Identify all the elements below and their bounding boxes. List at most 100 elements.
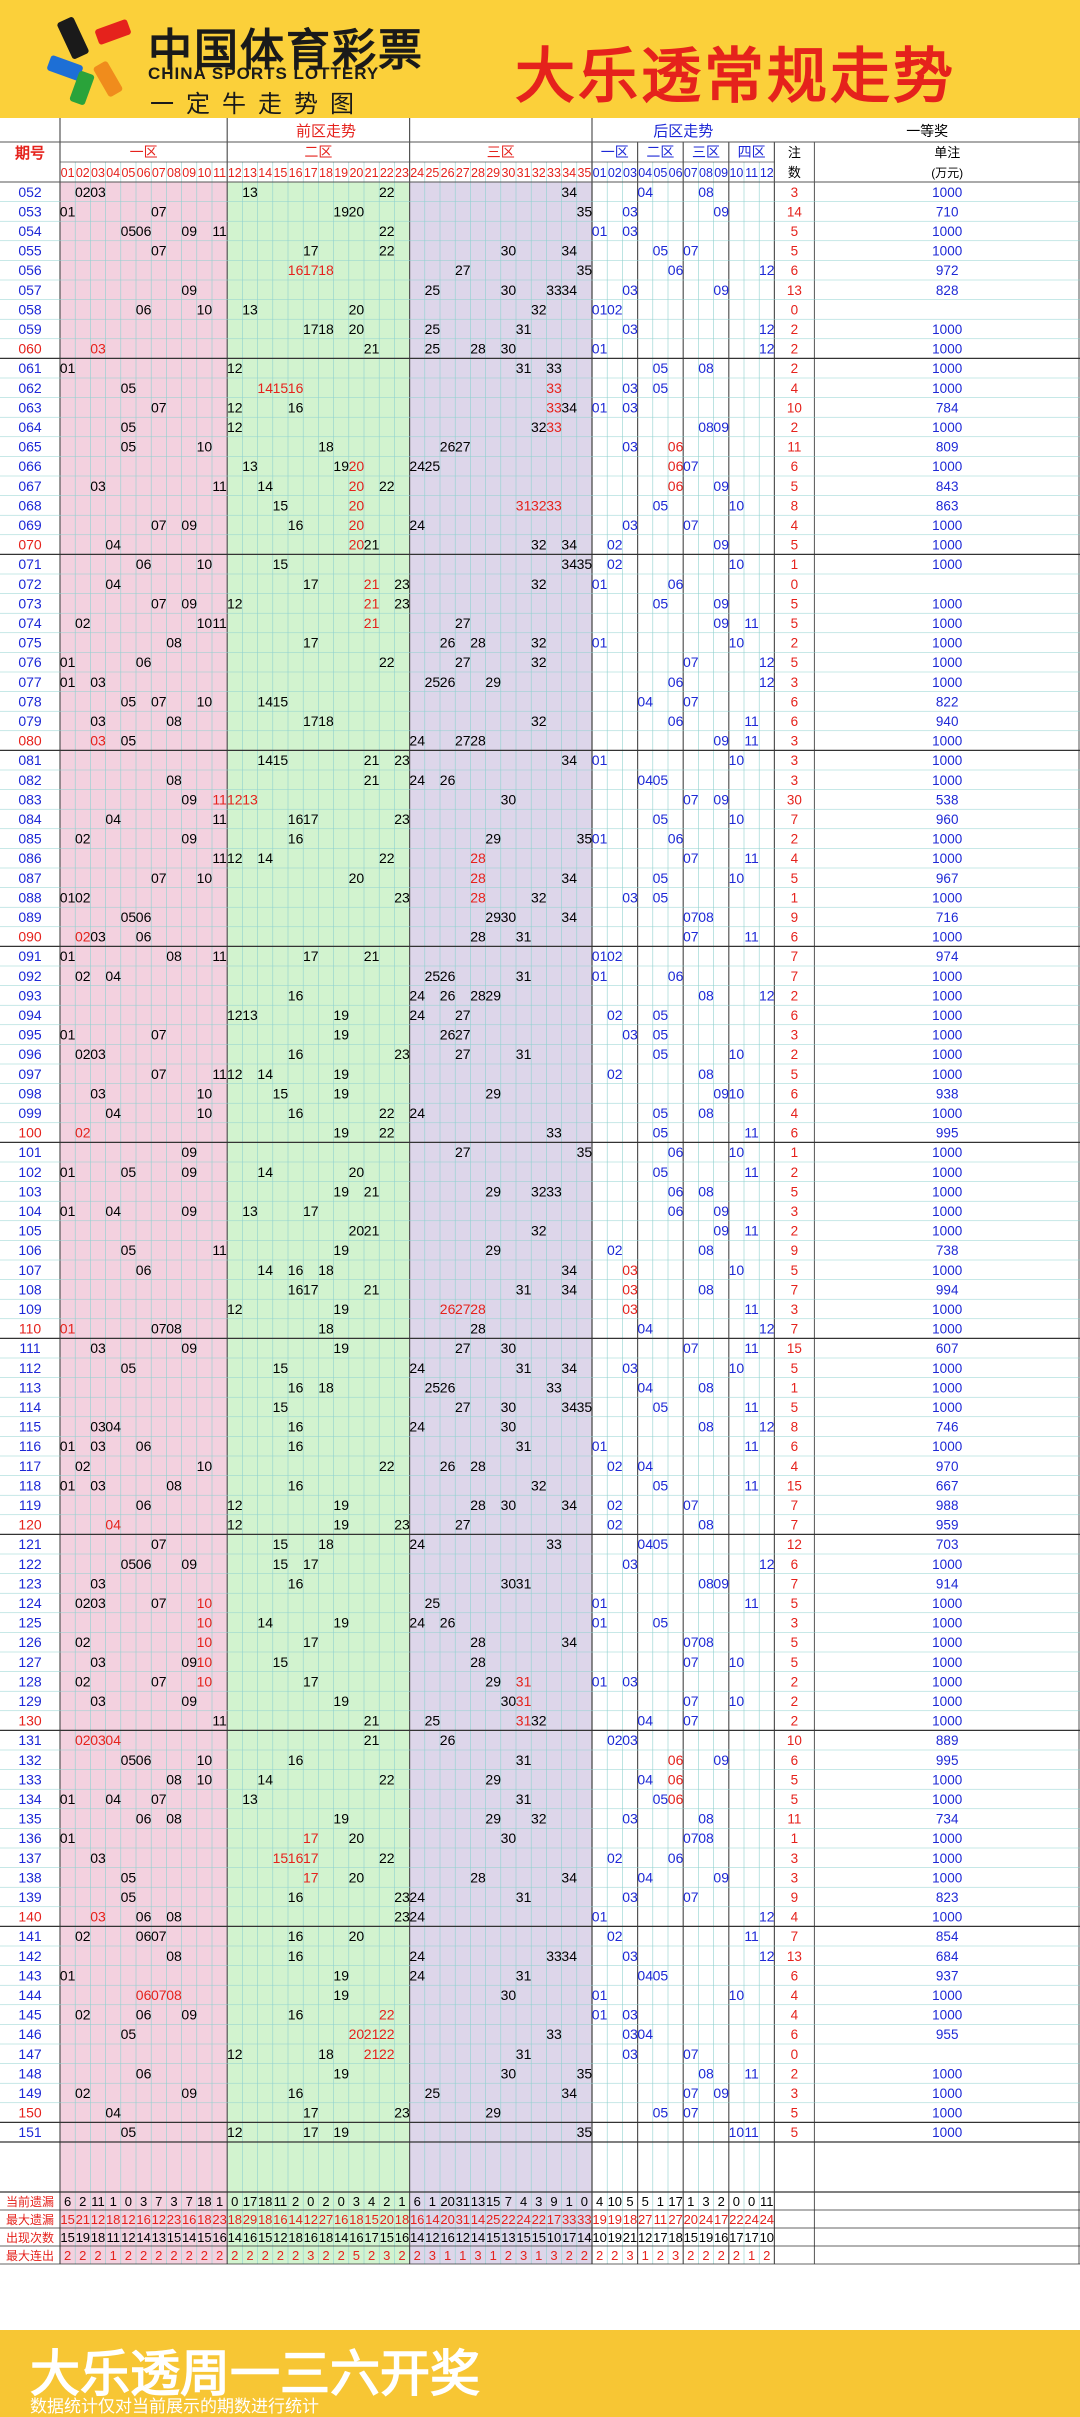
front-ball: 07 (151, 1987, 167, 2003)
front-stat-value: 18 (349, 2212, 363, 2227)
back-ball: 06 (668, 1203, 684, 1219)
period-label: 085 (18, 831, 42, 847)
back-ball: 01 (592, 968, 608, 984)
prize-count: 5 (791, 244, 799, 259)
front-ball: 22 (379, 2026, 395, 2042)
front-ball: 01 (60, 654, 76, 670)
front-ball: 11 (212, 948, 227, 964)
front-ball: 10 (197, 556, 213, 572)
period-label: 099 (18, 1105, 42, 1121)
front-stat-value: 2 (338, 2248, 345, 2263)
front-number-header: 07 (152, 166, 166, 180)
front-stat-value: 24 (516, 2212, 530, 2227)
front-stat-value: 2 (581, 2248, 588, 2263)
front-ball: 10 (197, 1673, 213, 1689)
front-ball: 17 (303, 811, 319, 827)
back-ball: 06 (668, 831, 684, 847)
front-ball: 24 (409, 1007, 425, 1023)
front-ball: 15 (273, 1654, 289, 1670)
front-ball: 02 (75, 968, 91, 984)
front-stat-value: 2 (246, 2248, 253, 2263)
front-ball: 08 (166, 1771, 182, 1787)
prize-count: 7 (791, 1282, 799, 1297)
prize-count: 2 (791, 988, 799, 1003)
front-number-header: 28 (471, 166, 485, 180)
front-stat-value: 2 (414, 2248, 421, 2263)
front-stat-value: 12 (425, 2230, 439, 2245)
front-number-header: 14 (258, 166, 272, 180)
front-ball: 27 (455, 1399, 471, 1415)
front-ball: 20 (349, 301, 365, 317)
prize-amount: 1000 (932, 518, 962, 533)
front-ball: 05 (121, 1752, 137, 1768)
front-ball: 34 (561, 1281, 577, 1297)
front-ball: 10 (197, 1458, 213, 1474)
period-label: 064 (18, 419, 42, 435)
back-ball: 12 (759, 1321, 775, 1337)
back-ball: 10 (729, 1693, 745, 1709)
prize-amount-header: 单注 (934, 145, 960, 160)
front-ball: 16 (288, 2085, 304, 2101)
prize-count: 5 (791, 1596, 799, 1611)
front-ball: 35 (577, 1399, 593, 1415)
back-ball: 11 (744, 1340, 759, 1356)
draw-schedule-title: 大乐透周一三六开奖 (30, 2345, 480, 2403)
back-stat-value: 24 (760, 2212, 774, 2227)
front-stat-value: 2 (566, 2248, 573, 2263)
front-ball: 34 (561, 1360, 577, 1376)
front-ball: 17 (303, 948, 319, 964)
front-ball: 06 (136, 301, 152, 317)
period-label: 101 (18, 1144, 42, 1160)
front-ball: 16 (288, 987, 304, 1003)
back-ball: 06 (668, 458, 684, 474)
back-ball: 01 (592, 1615, 608, 1631)
prize-amount: 822 (936, 694, 959, 709)
prize-amount: 1000 (932, 1008, 962, 1023)
front-ball: 35 (577, 2065, 593, 2081)
prize-amount: 960 (936, 812, 959, 827)
back-ball: 02 (607, 1517, 623, 1533)
back-stat-value: 27 (638, 2212, 652, 2227)
front-stat-value: 2 (322, 2194, 329, 2209)
prize-count: 4 (791, 1459, 799, 1474)
back-ball: 01 (592, 1673, 608, 1689)
front-stat-value: 14 (425, 2212, 439, 2227)
prize-amount: 914 (936, 1576, 959, 1591)
front-ball: 34 (561, 1634, 577, 1650)
front-ball: 04 (105, 1419, 121, 1435)
front-ball: 31 (516, 1046, 532, 1062)
front-ball: 01 (60, 1164, 76, 1180)
back-ball: 11 (744, 1399, 759, 1415)
front-stat-value: 9 (550, 2194, 557, 2209)
prize-count: 3 (791, 675, 799, 690)
period-label: 143 (18, 1967, 42, 1983)
front-ball: 11 (212, 615, 227, 631)
front-ball: 12 (227, 595, 243, 611)
back-stat-value: 27 (668, 2212, 682, 2227)
front-ball: 30 (501, 2065, 517, 2081)
period-header: 期号 (15, 144, 45, 162)
front-ball: 02 (75, 1046, 91, 1062)
period-label: 137 (18, 1850, 42, 1866)
back-ball: 10 (729, 1987, 745, 2003)
front-ball: 32 (531, 1477, 547, 1493)
front-stat-value: 12 (121, 2212, 135, 2227)
front-ball: 05 (121, 419, 137, 435)
prize-count: 6 (791, 1968, 799, 1983)
prize-count: 1 (791, 1145, 799, 1160)
front-ball: 03 (90, 1693, 106, 1709)
back-number-header: 03 (623, 166, 637, 180)
prize-amount: 809 (936, 440, 959, 455)
back-ball: 11 (744, 1477, 759, 1493)
front-stat-value: 17 (364, 2230, 378, 2245)
prize-amount: 1000 (932, 1047, 962, 1062)
period-label: 136 (18, 1830, 42, 1846)
period-label: 145 (18, 2007, 42, 2023)
back-ball: 04 (637, 1713, 653, 1729)
back-ball: 06 (668, 1144, 684, 1160)
back-ball: 02 (607, 556, 623, 572)
front-stat-value: 0 (581, 2194, 588, 2209)
front-ball: 17 (303, 321, 319, 337)
front-number-header: 33 (547, 166, 561, 180)
